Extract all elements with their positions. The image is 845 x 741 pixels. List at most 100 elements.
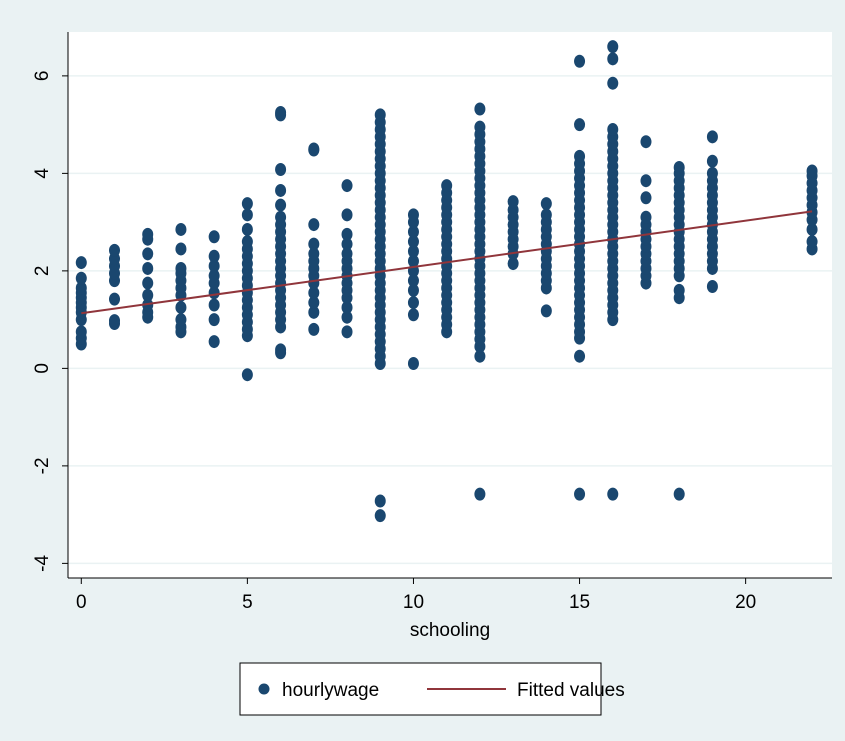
fitted-line-group [81, 210, 813, 315]
legend: hourlywage Fitted values [239, 662, 625, 716]
data-point [142, 227, 154, 241]
data-point [806, 164, 818, 178]
data-point [275, 105, 287, 119]
data-point [341, 227, 353, 241]
data-point [507, 195, 519, 209]
data-point [574, 487, 586, 501]
data-point [275, 198, 287, 212]
legend-label-fitted: Fitted values [517, 680, 625, 701]
data-point [142, 247, 154, 261]
y-tick-label: 6 [32, 71, 53, 82]
data-point [540, 304, 552, 318]
x-tick-label: 20 [735, 592, 756, 613]
data-point [241, 235, 253, 249]
data-point [341, 237, 353, 251]
data-point [507, 257, 519, 271]
data-point [341, 247, 353, 261]
data-point [474, 349, 486, 363]
data-point [275, 162, 287, 176]
data-point [640, 135, 652, 149]
data-point [706, 166, 718, 180]
data-point [607, 52, 619, 66]
data-point [341, 208, 353, 222]
data-point [474, 102, 486, 116]
data-point [308, 218, 320, 232]
data-point [640, 210, 652, 224]
data-point [241, 197, 253, 211]
data-point [374, 108, 386, 122]
x-tick-label: 15 [569, 592, 590, 613]
data-point [640, 191, 652, 205]
data-point [607, 123, 619, 136]
data-point [341, 310, 353, 324]
data-point [341, 179, 353, 193]
y-tick-label: 2 [32, 266, 53, 277]
data-point [241, 208, 253, 222]
data-point [407, 308, 419, 322]
x-tick-label: 0 [76, 592, 87, 613]
data-point [607, 76, 619, 90]
data-point [241, 368, 253, 382]
data-point [208, 269, 220, 283]
data-point [474, 487, 486, 501]
data-point [540, 208, 552, 222]
data-point [142, 276, 154, 290]
data-point [607, 487, 619, 501]
data-point [341, 325, 353, 339]
data-point [308, 142, 320, 156]
data-point [706, 154, 718, 168]
data-point [474, 120, 486, 134]
data-point [673, 161, 685, 175]
data-point [308, 286, 320, 300]
legend-box [239, 662, 602, 716]
data-point [574, 349, 586, 363]
data-point [407, 296, 419, 310]
legend-label-hourlywage: hourlywage [282, 680, 379, 701]
y-tick-label: -2 [32, 457, 53, 474]
x-tick-label: 5 [242, 592, 253, 613]
data-point [407, 254, 419, 268]
data-point [806, 235, 818, 249]
data-point [407, 283, 419, 297]
data-point [109, 243, 121, 257]
data-point [275, 210, 287, 224]
data-point [275, 183, 287, 197]
data-point [75, 281, 87, 295]
data-point [175, 222, 187, 236]
data-point [75, 271, 87, 285]
data-point [109, 314, 121, 328]
data-point [142, 288, 154, 302]
legend-marker-hourlywage [258, 683, 270, 695]
data-point [574, 149, 586, 163]
data-point [308, 247, 320, 261]
data-point [407, 244, 419, 258]
data-point [241, 222, 253, 236]
data-point [109, 292, 121, 306]
data-point [75, 325, 87, 339]
data-point [407, 274, 419, 288]
data-point [175, 300, 187, 314]
data-point [673, 487, 685, 501]
axes: -4 -2 0 2 4 6 0 5 10 15 20 [32, 32, 832, 613]
data-point [175, 242, 187, 256]
scatter-points [75, 40, 818, 523]
data-point [374, 494, 386, 508]
data-point [341, 300, 353, 314]
data-point [374, 509, 386, 523]
data-point [308, 322, 320, 336]
data-point [308, 305, 320, 319]
data-point [540, 197, 552, 211]
data-point [407, 225, 419, 239]
fitted-line [81, 210, 813, 315]
data-point [275, 343, 287, 357]
grid-lines [68, 75, 832, 565]
data-point [208, 298, 220, 312]
data-point [208, 249, 220, 263]
x-tick-label: 10 [403, 592, 424, 613]
data-point [208, 335, 220, 349]
data-point [640, 174, 652, 188]
data-point [75, 256, 87, 270]
data-point [441, 179, 453, 193]
data-point [407, 235, 419, 249]
